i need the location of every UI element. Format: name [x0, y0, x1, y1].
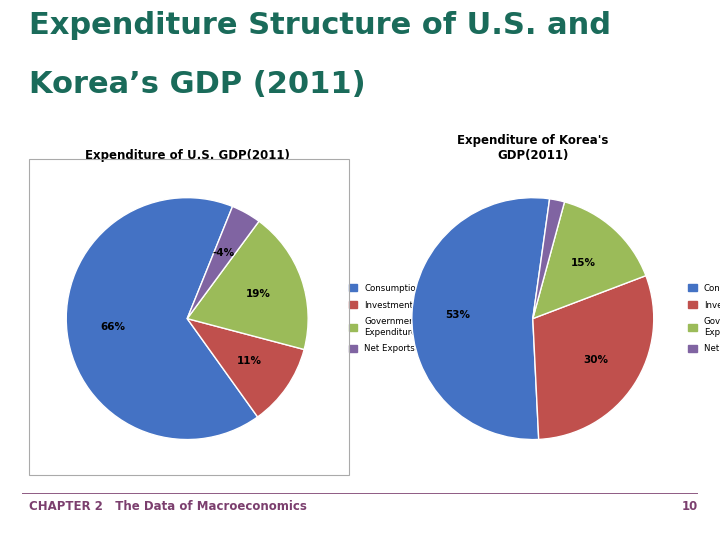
Text: CHAPTER 2   The Data of Macroeconomics: CHAPTER 2 The Data of Macroeconomics — [29, 500, 307, 512]
Title: Expenditure of U.S. GDP(2011): Expenditure of U.S. GDP(2011) — [85, 149, 289, 162]
Legend: Consumption(71.1%), Investment(12.1%), Government
Expenditure(20.1%), Net Export: Consumption(71.1%), Investment(12.1%), G… — [348, 284, 455, 353]
Wedge shape — [533, 199, 564, 319]
Text: Expenditure Structure of U.S. and: Expenditure Structure of U.S. and — [29, 11, 611, 40]
Text: 11%: 11% — [236, 356, 261, 366]
Text: 53%: 53% — [446, 310, 470, 320]
Text: 19%: 19% — [246, 289, 271, 299]
Text: -4%: -4% — [212, 248, 235, 258]
Wedge shape — [66, 198, 258, 440]
Wedge shape — [533, 202, 646, 319]
Text: 10: 10 — [682, 500, 698, 512]
Text: 66%: 66% — [100, 322, 125, 333]
Wedge shape — [187, 221, 308, 349]
Text: 30%: 30% — [583, 355, 608, 365]
Wedge shape — [412, 198, 549, 440]
Title: Expenditure of Korea's
GDP(2011): Expenditure of Korea's GDP(2011) — [457, 134, 608, 162]
Wedge shape — [187, 206, 259, 319]
Text: Korea’s GDP (2011): Korea’s GDP (2011) — [29, 70, 366, 99]
Wedge shape — [187, 319, 304, 417]
Text: 15%: 15% — [571, 258, 595, 268]
Wedge shape — [533, 275, 654, 440]
Legend: Consumptio(52.9%), Investment(29.5), Government
Expenditure(15.4%), Net Exports(: Consumptio(52.9%), Investment(29.5), Gov… — [688, 284, 720, 353]
